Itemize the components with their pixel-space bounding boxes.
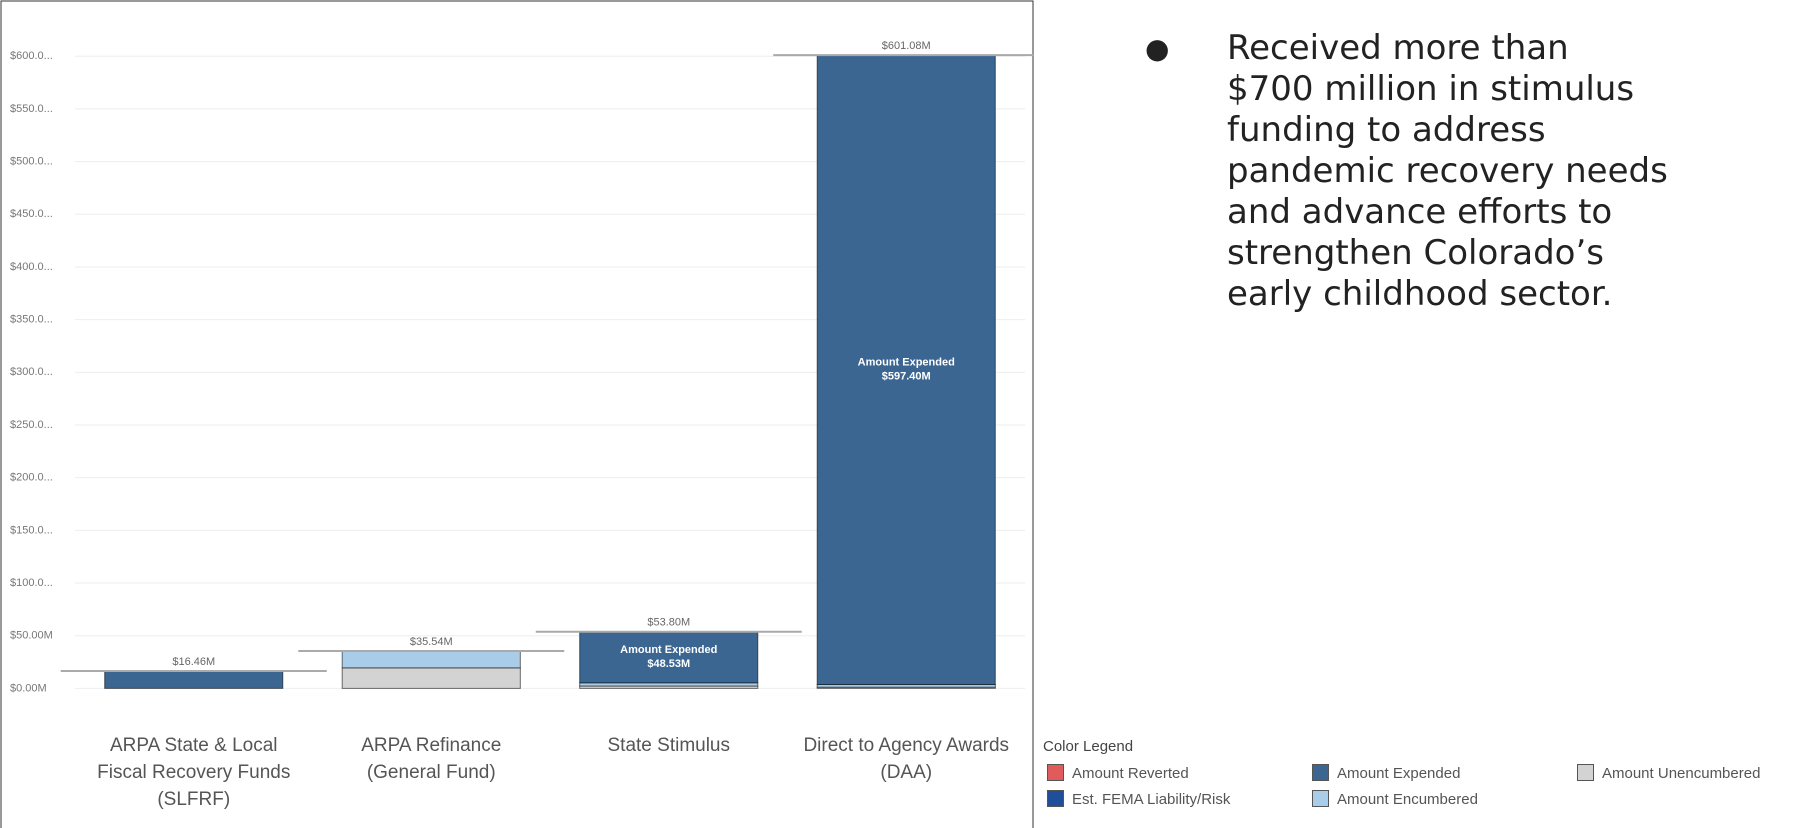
legend-swatch bbox=[1047, 764, 1064, 781]
bullet-line: pandemic recovery needs bbox=[1227, 151, 1668, 191]
legend-item: Amount Reverted bbox=[1047, 764, 1189, 782]
legend-item: Est. FEMA Liability/Risk bbox=[1047, 790, 1230, 808]
total-label: $35.54M bbox=[410, 636, 453, 648]
segment-name: Amount Expended bbox=[620, 644, 717, 656]
x-tick-label: ARPA State & Local Fiscal Recovery Funds… bbox=[97, 735, 291, 810]
bar-segment bbox=[341, 650, 521, 669]
chart: $0.00M $50.00M $100.0... $150.0... $200.0...… bbox=[0, 0, 1034, 828]
bullet-line: early childhood sector. bbox=[1227, 274, 1613, 314]
legend-label: Amount Encumbered bbox=[1337, 791, 1478, 808]
x-tick-label: Direct to Agency Awards (DAA) bbox=[803, 735, 1010, 783]
y-tick-label: $450.0... bbox=[10, 208, 53, 220]
legend: Color Legend Amount Reverted Est. FEMA Li… bbox=[1043, 738, 1760, 808]
bullet-line: $700 million in stimulus bbox=[1227, 69, 1635, 109]
total-label: $601.08M bbox=[882, 40, 931, 52]
bullet-line: strengthen Colorado’s bbox=[1227, 233, 1604, 273]
x-tick-label: State Stimulus bbox=[607, 735, 731, 756]
legend-item: Amount Encumbered bbox=[1312, 790, 1478, 808]
y-tick-label: $350.0... bbox=[10, 314, 53, 326]
bar-segment bbox=[104, 670, 284, 689]
legend-swatch bbox=[1577, 764, 1594, 781]
y-tick-label: $0.00M bbox=[10, 682, 47, 694]
legend-swatch bbox=[1312, 764, 1329, 781]
y-tick-label: $600.0... bbox=[10, 50, 53, 62]
legend-swatch bbox=[1312, 790, 1329, 807]
bullet-line: and advance efforts to bbox=[1227, 192, 1613, 232]
legend-item: Amount Expended bbox=[1312, 764, 1460, 782]
legend-label: Est. FEMA Liability/Risk bbox=[1072, 791, 1231, 808]
legend-swatch bbox=[1047, 790, 1064, 807]
legend-label: Amount Unencumbered bbox=[1602, 765, 1761, 782]
bullet-text: ● Received more than $700 million in stim… bbox=[1145, 28, 1668, 315]
y-tick-label: $100.0... bbox=[10, 577, 53, 589]
x-tick-label: ARPA Refinance (General Fund) bbox=[361, 735, 502, 783]
y-tick-label: $500.0... bbox=[10, 156, 53, 168]
legend-item: Amount Unencumbered bbox=[1577, 764, 1760, 782]
bullet-line: funding to address bbox=[1227, 110, 1546, 150]
y-tick-label: $550.0... bbox=[10, 103, 53, 115]
bullet-lines: Received more than $700 million in stimul… bbox=[1227, 28, 1668, 315]
y-tick-label: $150.0... bbox=[10, 524, 53, 536]
legend-title: Color Legend bbox=[1043, 738, 1134, 755]
bullet-line: Received more than bbox=[1227, 28, 1569, 68]
segment-label: $48.53M bbox=[647, 658, 690, 670]
y-tick-label: $250.0... bbox=[10, 419, 53, 431]
bullet-dot: ● bbox=[1145, 32, 1170, 65]
y-tick-label: $300.0... bbox=[10, 366, 53, 378]
bar-segment bbox=[816, 54, 996, 686]
bar-segment bbox=[341, 667, 521, 689]
segment-label: $597.40M bbox=[882, 371, 931, 383]
total-label: $16.46M bbox=[172, 656, 215, 668]
y-tick-label: $200.0... bbox=[10, 472, 53, 484]
legend-label: Amount Expended bbox=[1337, 765, 1461, 782]
legend-label: Amount Reverted bbox=[1072, 765, 1189, 782]
y-tick-label: $400.0... bbox=[10, 261, 53, 273]
y-tick-label: $50.00M bbox=[10, 630, 53, 642]
total-label: $53.80M bbox=[647, 617, 690, 629]
segment-name: Amount Expended bbox=[858, 357, 955, 369]
